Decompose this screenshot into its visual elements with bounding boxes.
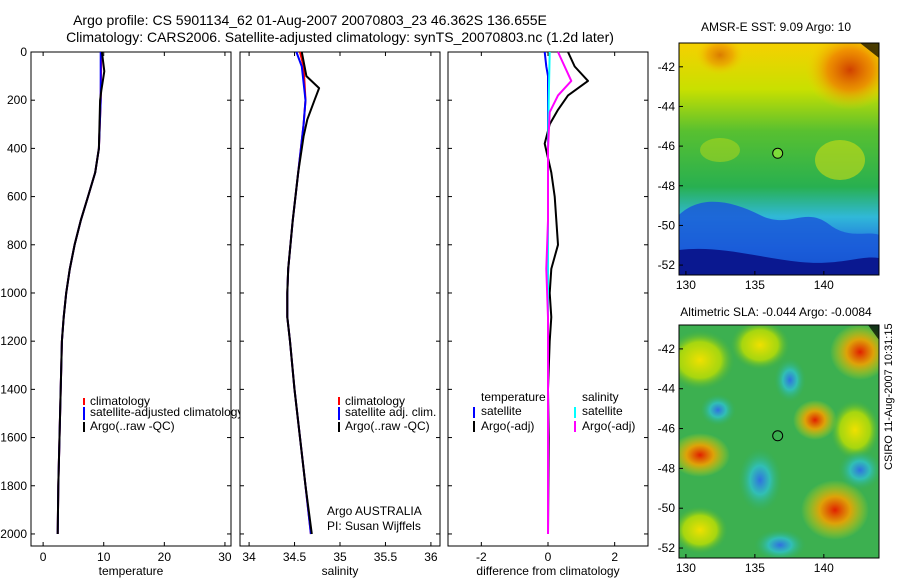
y-tick-label: 800 (7, 238, 27, 252)
salinity-panel: 34 34.5 35 35.5 36 salinity climatology sate… (239, 51, 441, 578)
y-tick-label: 2000 (0, 527, 27, 541)
temperature-series (56, 51, 106, 535)
series-line-argo-adj- (543, 51, 589, 535)
difference-xlabel: difference from climatology (476, 564, 619, 578)
salinity-ticks: 34 34.5 35 35.5 36 (240, 51, 440, 564)
map-y-tick-label: -48 (658, 461, 676, 475)
legend-climatology-label: climatology (345, 394, 405, 408)
y-tick-label: 1400 (0, 382, 27, 396)
x-tick-label: 0 (40, 550, 47, 564)
map-x-tick-label: 140 (814, 561, 834, 575)
legend-satellite-label: satellite-adjusted climatology (90, 405, 243, 419)
map-y-tick-label: -46 (658, 422, 676, 436)
argo-program-annotation: Argo AUSTRALIA (327, 504, 422, 518)
map-x-tick-label: 130 (676, 561, 696, 575)
legend-argo-label: Argo(..raw -QC) (90, 419, 175, 433)
y-tick-label: 400 (7, 141, 27, 155)
y-tick-label: 200 (7, 93, 27, 107)
temperature-legend: climatology satellite-adjusted climatolo… (83, 394, 243, 433)
salinity-series (286, 51, 321, 535)
temperature-axes-frame (30, 51, 232, 547)
sst-map-title: AMSR-E SST: 9.09 Argo: 10 (701, 20, 851, 34)
map-y-tick-label: -48 (658, 179, 676, 193)
x-tick-label: 0 (545, 550, 552, 564)
x-tick-label: -2 (476, 550, 487, 564)
legend-salinity-heading: salinity (582, 390, 619, 404)
y-tick-label: 600 (7, 190, 27, 204)
x-tick-label: 34 (242, 550, 256, 564)
x-tick-label: 30 (218, 550, 232, 564)
map-y-tick-label: -46 (658, 139, 676, 153)
x-tick-label: 36 (424, 550, 438, 564)
figure-title-line-1: Argo profile: CS 5901134_62 01-Aug-2007 … (73, 12, 547, 28)
difference-panel: -2 0 2 difference from climatology tempera… (447, 51, 649, 578)
map-y-tick-label: -42 (658, 60, 676, 74)
y-tick-label: 1000 (0, 286, 27, 300)
x-tick-label: 34.5 (283, 550, 307, 564)
csiro-timestamp-note: CSIRO 11-Aug-2007 10:31:15 (883, 323, 895, 470)
pi-annotation: PI: Susan Wijffels (327, 519, 421, 533)
x-tick-label: 10 (97, 550, 111, 564)
sla-map-field (679, 325, 879, 558)
sla-map-frame (678, 324, 880, 559)
legend-temp-argo-label: Argo(-adj) (481, 419, 534, 433)
map-y-tick-label: -44 (658, 382, 676, 396)
map-y-tick-label: -52 (658, 541, 676, 555)
y-tick-label: 1800 (0, 479, 27, 493)
argo-float-marker-sla (772, 430, 784, 442)
temperature-ticks: 0 10 20 30 0 200 400 600 800 1000 1200 1400 1600 1800… (0, 45, 232, 564)
figure-title-line-2: Climatology: CARS2006. Satellite-adjuste… (66, 29, 614, 45)
sla-map-panel: Altimetric SLA: -0.044 Argo: -0.0084 1 (658, 305, 880, 575)
x-tick-label: 2 (611, 550, 618, 564)
map-y-tick-label: -44 (658, 99, 676, 113)
map-y-tick-label: -50 (658, 501, 676, 515)
temperature-xlabel: temperature (99, 564, 164, 578)
y-tick-label: 1600 (0, 431, 27, 445)
sla-map-title: Altimetric SLA: -0.044 Argo: -0.0084 (680, 305, 872, 319)
series-line-argo-adj- (545, 51, 573, 534)
sst-map-ticks: 130 135 140 -42 -44 -46 -48 -50 -52 (658, 60, 835, 292)
salinity-xlabel: salinity (322, 564, 359, 578)
legend-argo-label: Argo(..raw -QC) (345, 419, 430, 433)
map-y-tick-label: -50 (658, 218, 676, 232)
sst-map-panel: AMSR-E SST: 9.09 Argo: 10 130 135 140 -42 -4… (658, 20, 880, 292)
difference-legend: temperature satellite Argo(-adj) salinit… (473, 390, 635, 433)
map-x-tick-label: 135 (745, 278, 765, 292)
legend-sal-argo-label: Argo(-adj) (582, 419, 635, 433)
map-x-tick-label: 130 (676, 278, 696, 292)
sst-map-frame (678, 42, 880, 276)
legend-sal-satellite-label: satellite (582, 404, 623, 418)
map-x-tick-label: 140 (814, 278, 834, 292)
map-x-tick-label: 135 (745, 561, 765, 575)
salinity-legend: climatology satellite adj. clim. Argo(..… (338, 394, 436, 433)
x-tick-label: 20 (158, 550, 172, 564)
legend-climatology-label: climatology (90, 394, 150, 408)
salinity-axes-frame (239, 51, 441, 547)
argo-float-marker-sst (772, 147, 784, 159)
difference-ticks: -2 0 2 (448, 51, 648, 564)
x-tick-label: 35 (333, 550, 347, 564)
sla-map-ticks: 130 135 140 -42 -44 -46 -48 -50 -52 (658, 342, 835, 575)
y-tick-label: 1200 (0, 334, 27, 348)
series-line-argo-raw-qc- (56, 51, 106, 535)
temperature-panel: 0 10 20 30 0 200 400 600 800 1000 1200 1400 1600 1800… (0, 45, 243, 578)
difference-series (543, 51, 589, 535)
y-tick-label: 0 (20, 45, 27, 59)
sst-map-field (679, 43, 879, 275)
x-tick-label: 35.5 (374, 550, 398, 564)
legend-temperature-heading: temperature (481, 390, 546, 404)
map-y-tick-label: -52 (658, 258, 676, 272)
legend-temp-satellite-label: satellite (481, 404, 522, 418)
series-line-argo-raw-qc- (286, 51, 321, 535)
legend-satellite-label: satellite adj. clim. (345, 405, 436, 419)
map-y-tick-label: -42 (658, 342, 676, 356)
